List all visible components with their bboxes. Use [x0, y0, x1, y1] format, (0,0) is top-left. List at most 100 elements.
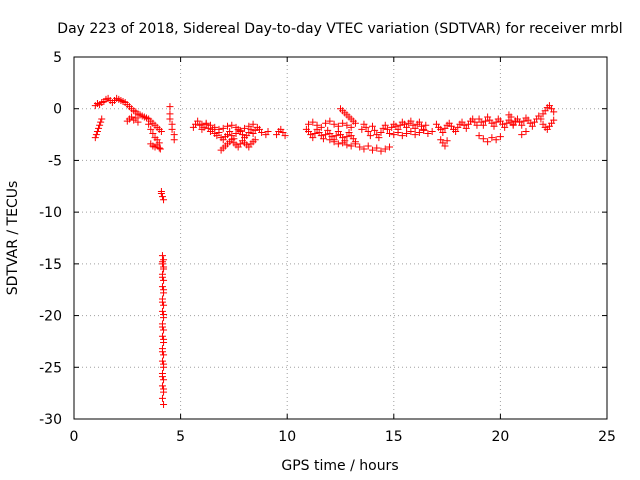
data-point	[160, 401, 168, 409]
data-point	[160, 385, 168, 393]
x-tick-labels: 0 5 10 15 20 25	[70, 429, 616, 445]
data-point	[168, 125, 176, 133]
data-point	[411, 131, 419, 139]
data-point	[394, 129, 402, 137]
x-axis-title: GPS time / hours	[281, 458, 398, 474]
data-point	[160, 196, 168, 204]
y-tick-label: -25	[39, 360, 62, 376]
data-point	[224, 122, 232, 130]
data-point	[420, 126, 428, 134]
data-point	[490, 122, 498, 130]
data-point	[160, 376, 168, 384]
x-tick-label: 5	[176, 429, 185, 445]
data-point	[377, 147, 385, 155]
data-point	[92, 131, 100, 139]
data-point	[170, 136, 178, 144]
data-point	[518, 131, 526, 139]
x-tick-label: 10	[278, 429, 296, 445]
data-point	[368, 122, 376, 130]
data-point	[484, 138, 492, 146]
data-point	[145, 120, 153, 128]
data-point	[158, 357, 166, 365]
data-point	[441, 142, 449, 150]
y-tick-label: -10	[39, 205, 62, 221]
data-point	[158, 373, 166, 381]
data-point	[241, 124, 249, 132]
data-point	[479, 121, 487, 129]
data-point	[550, 108, 558, 116]
data-point	[157, 190, 165, 198]
data-point	[281, 132, 289, 140]
data-point	[219, 124, 227, 132]
x-tick-label: 20	[491, 429, 509, 445]
data-point	[317, 123, 325, 131]
data-point	[330, 120, 338, 128]
data-point	[415, 129, 423, 137]
data-point	[364, 127, 372, 135]
data-point	[347, 123, 355, 131]
data-point	[377, 129, 385, 137]
data-point	[319, 135, 327, 143]
data-point	[386, 143, 394, 151]
data-point	[356, 143, 364, 151]
data-point	[158, 307, 166, 315]
data-point	[198, 120, 206, 128]
data-point	[407, 127, 415, 135]
data-point	[158, 298, 166, 306]
data-point	[351, 140, 359, 148]
y-tick-labels: 5 0 -5 -10 -15 -20 -25 -30	[39, 50, 62, 428]
data-point	[428, 127, 436, 135]
x-tick-label: 15	[385, 429, 403, 445]
data-point	[211, 123, 219, 131]
data-point	[452, 127, 460, 135]
data-point	[160, 311, 168, 319]
data-point	[156, 145, 164, 153]
data-point	[339, 119, 347, 127]
data-point	[97, 118, 105, 126]
data-point	[132, 114, 140, 122]
data-point	[160, 351, 168, 359]
data-point	[373, 144, 381, 152]
data-point	[258, 129, 266, 137]
data-point	[232, 123, 240, 131]
data-point	[158, 252, 166, 260]
data-point	[309, 134, 317, 142]
data-point	[343, 141, 351, 149]
data-point	[407, 117, 415, 125]
data-point	[157, 127, 165, 135]
data-point	[326, 117, 334, 125]
data-point	[160, 335, 168, 343]
y-tick-label: 0	[53, 102, 62, 118]
data-points	[91, 94, 558, 409]
y-tick-label: -15	[39, 257, 62, 273]
data-point	[475, 132, 483, 140]
data-point	[322, 119, 330, 127]
data-point	[411, 124, 419, 132]
data-point	[305, 120, 313, 128]
data-point	[149, 130, 157, 138]
data-point	[528, 122, 536, 130]
data-point	[398, 132, 406, 140]
y-axis-title: SDTVAR / TECUs	[5, 181, 21, 296]
data-point	[358, 125, 366, 133]
data-point	[473, 121, 481, 129]
data-point	[362, 123, 370, 131]
data-point	[422, 121, 430, 129]
data-point	[351, 119, 359, 127]
data-point	[462, 124, 470, 132]
data-point	[403, 130, 411, 138]
data-point	[390, 131, 398, 139]
data-point	[264, 127, 272, 135]
data-point	[386, 130, 394, 138]
plot-frame	[73, 56, 608, 420]
data-point	[160, 286, 168, 294]
data-point	[479, 135, 487, 143]
data-point	[93, 127, 101, 135]
data-point	[158, 382, 166, 390]
data-point	[311, 130, 319, 138]
data-point	[160, 301, 168, 309]
data-point	[403, 123, 411, 131]
data-point	[147, 125, 155, 133]
